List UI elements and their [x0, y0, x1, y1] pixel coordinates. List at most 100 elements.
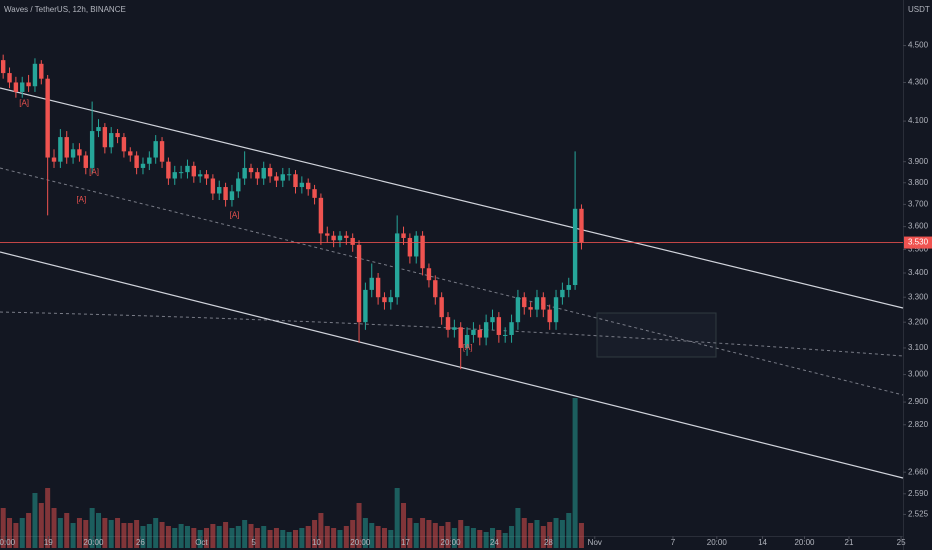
volume-bar [184, 526, 190, 548]
volume-bar [566, 513, 572, 548]
candle-body [128, 151, 133, 156]
volume-bar [267, 530, 273, 548]
candle-body [280, 174, 285, 181]
candle-body [566, 285, 571, 290]
candle-body [312, 189, 317, 198]
volume-bar [0, 508, 6, 548]
candle-body [458, 327, 463, 348]
x-tick-label: 5 [251, 538, 256, 547]
x-tick-label: 26 [136, 538, 145, 547]
candle-body [331, 235, 336, 241]
candle-body [407, 237, 413, 257]
candle-body [426, 268, 432, 281]
y-tick-label: 3.500 [908, 245, 929, 254]
candle-body [394, 233, 400, 298]
volume-bar [146, 524, 152, 548]
candle-body [102, 127, 108, 148]
volume-bar [324, 526, 330, 548]
y-tick-label: 3.200 [908, 317, 929, 326]
volume-bar [134, 520, 140, 548]
volume-bar [216, 526, 222, 548]
candle-body [306, 182, 311, 190]
x-tick-label: 20:00 [441, 538, 462, 547]
candle-body [414, 235, 419, 257]
volume-bar [172, 528, 178, 548]
candle-body [255, 172, 260, 179]
volume-bar [369, 523, 375, 548]
candle-body [96, 127, 101, 132]
volume-bar [191, 528, 197, 548]
candle-body [344, 235, 349, 238]
volume-bar [362, 518, 368, 548]
volume-bar [521, 518, 527, 548]
candle-body [350, 237, 355, 245]
y-tick-label: 3.400 [908, 268, 929, 277]
candle-body [490, 317, 495, 323]
candle-body [140, 163, 146, 168]
volume-bar [286, 532, 292, 548]
last-price-label: 3.530 [908, 238, 929, 247]
y-tick-label: 3.600 [908, 222, 929, 231]
y-tick-label: 4.100 [908, 116, 929, 125]
candle-body [191, 165, 197, 177]
volume-bar [32, 493, 38, 548]
candle-body [115, 133, 120, 138]
volume-bar [95, 513, 101, 548]
volume-bar [318, 513, 324, 548]
y-tick-label: 2.900 [908, 397, 929, 406]
volume-bar [458, 520, 464, 548]
candle-body [223, 187, 228, 201]
volume-bar [496, 530, 502, 548]
volume-bar [89, 508, 95, 548]
x-tick-label: 10 [312, 538, 321, 547]
volume-bar [477, 530, 483, 548]
candle-body [45, 78, 50, 158]
chart-title: Waves / TetherUS, 12h, BINANCE [4, 5, 126, 14]
candle-body [242, 167, 247, 179]
volume-bar [350, 520, 356, 548]
candle-body [464, 334, 470, 348]
candle-body [51, 157, 57, 162]
candle-body [356, 244, 362, 323]
volume-bar [153, 518, 159, 548]
candle-body [236, 178, 241, 192]
channel-upper [0, 87, 904, 309]
candle-body [502, 334, 508, 336]
volume-bar [70, 523, 76, 548]
candle-body [58, 137, 63, 162]
candle-body [204, 174, 209, 179]
y-tick-label: 4.300 [908, 78, 929, 87]
y-tick-label: 2.525 [908, 510, 929, 519]
volume-bar [515, 508, 521, 548]
volume-bar [7, 518, 13, 548]
volume-bar [159, 522, 165, 548]
volume-bar [553, 518, 559, 548]
candle-body [89, 131, 95, 168]
candle-body [64, 137, 69, 158]
x-tick-label: 20:00 [83, 538, 104, 547]
volume-bar [204, 528, 210, 548]
candle-body [210, 178, 216, 194]
candle-body [286, 174, 292, 176]
volume-bar [464, 526, 470, 548]
volume-bar [64, 513, 70, 548]
candle-body [401, 233, 406, 238]
volume-bar [229, 528, 235, 548]
candle-body [267, 167, 273, 177]
candle-body [172, 172, 177, 179]
candle-body [7, 73, 12, 83]
last-price-box [904, 236, 932, 249]
volume-bar [407, 518, 413, 548]
candle-body [299, 182, 305, 188]
candle-body [77, 149, 82, 156]
candle-body [185, 165, 190, 173]
candle-body [229, 191, 235, 201]
x-tick-label: 20:00 [707, 538, 728, 547]
candle-body [547, 309, 552, 323]
volume-bar [312, 520, 318, 548]
candle-body [70, 149, 76, 158]
y-tick-label: 3.900 [908, 157, 929, 166]
candle-body [39, 63, 44, 79]
candle-layer: [A] [A] [A] [A] [A] [0, 54, 584, 370]
